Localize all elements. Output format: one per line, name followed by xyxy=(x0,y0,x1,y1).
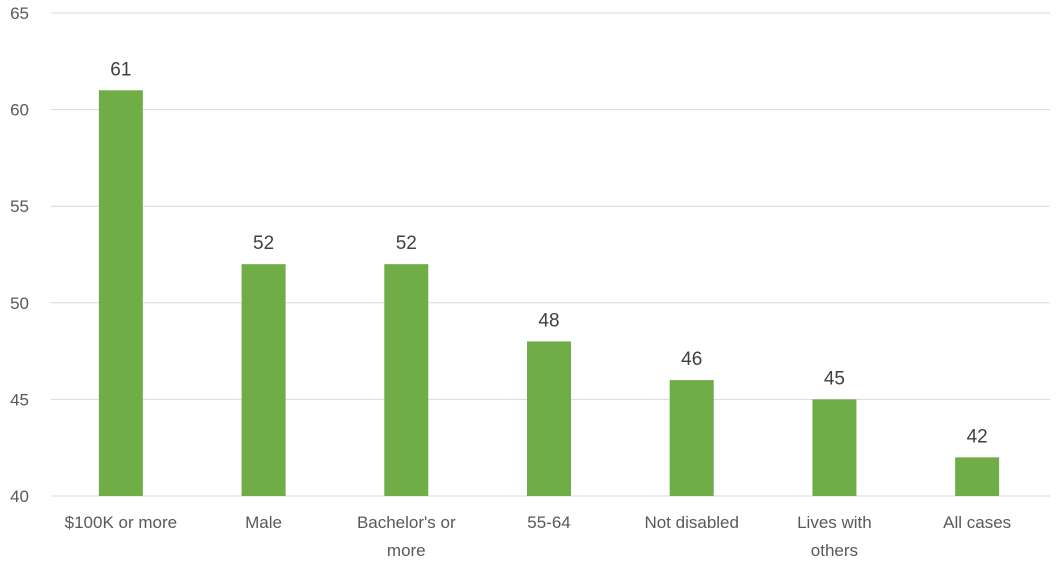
y-tick-label: 55 xyxy=(10,197,29,216)
x-category-label: Bachelor's or more xyxy=(357,513,456,560)
x-category-label: All cases xyxy=(943,513,1011,532)
x-category-label: 55-64 xyxy=(527,513,570,532)
data-label: 52 xyxy=(253,233,274,254)
bar xyxy=(384,264,429,496)
bar xyxy=(955,457,1000,496)
data-label: 61 xyxy=(110,59,131,80)
y-tick-label: 60 xyxy=(10,101,29,120)
bar xyxy=(669,380,714,496)
bars xyxy=(98,90,1000,496)
y-tick-label: 45 xyxy=(10,390,29,409)
bar xyxy=(98,90,143,496)
y-tick-label: 65 xyxy=(10,4,29,23)
data-labels: 61 52 52 48 46 45 42 xyxy=(110,59,987,447)
x-category-label: Male xyxy=(245,513,282,532)
x-category-label: Not disabled xyxy=(644,513,739,532)
bar xyxy=(812,399,857,496)
data-label: 52 xyxy=(396,233,417,254)
x-axis-category-labels: $100K or more Male Bachelor's or more 55-64 N… xyxy=(65,513,1012,560)
data-label: 42 xyxy=(967,426,988,447)
bar xyxy=(241,264,286,496)
data-label: 45 xyxy=(824,368,845,389)
y-tick-label: 50 xyxy=(10,294,29,313)
bar xyxy=(527,341,571,496)
y-axis-tick-labels: 40 45 50 55 60 65 xyxy=(10,4,29,506)
gridlines xyxy=(51,12,1050,497)
data-label: 48 xyxy=(538,310,559,331)
x-category-label: Lives with others xyxy=(797,513,872,560)
y-tick-label: 40 xyxy=(10,487,29,506)
x-category-label: $100K or more xyxy=(65,513,177,532)
data-label: 46 xyxy=(681,349,702,370)
